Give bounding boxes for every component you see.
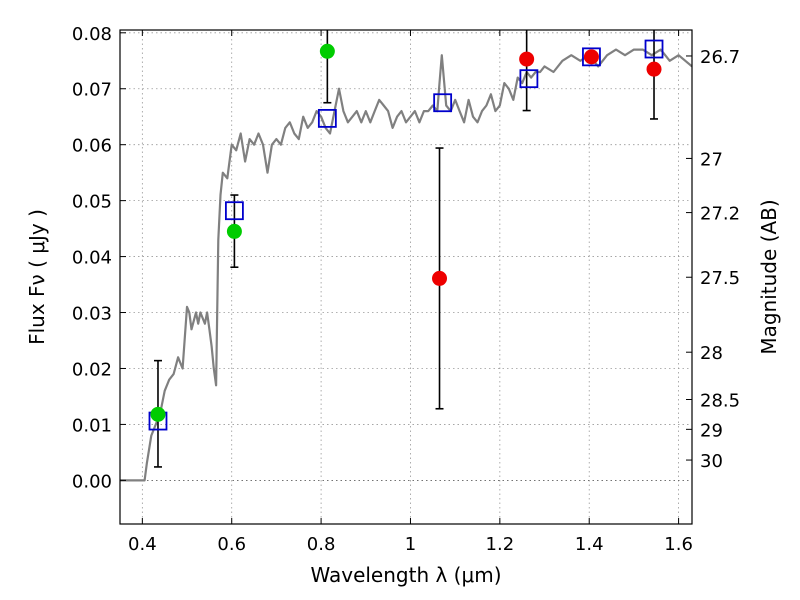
y-tick-label: 0.02 — [72, 359, 112, 380]
model-square-marker — [224, 201, 244, 221]
right-axis-label: Magnitude (AB) — [757, 199, 781, 354]
x-tick-label: 1.2 — [486, 534, 515, 555]
x-tick-label: 1 — [405, 534, 416, 555]
y-tick-label: 0.05 — [72, 192, 112, 213]
green-data-point — [226, 223, 242, 239]
y-tick-label: 0.01 — [72, 415, 112, 436]
y-tick-label: 0.07 — [72, 80, 112, 101]
red-data-point — [432, 270, 448, 286]
x-tick-label: 1.6 — [664, 534, 693, 555]
red-data-point — [583, 49, 599, 65]
y-tick-label: 0.03 — [72, 304, 112, 325]
x-tick-label: 0.8 — [307, 534, 336, 555]
y-tick-label: 0.04 — [72, 248, 112, 269]
magnitude-tick-label: 29 — [700, 420, 723, 441]
axis-ticks — [120, 30, 692, 524]
magnitude-tick-label: 27.2 — [700, 204, 740, 225]
x-tick-labels: 0.4 0.6 0.8 1 1.2 1.4 1.6 — [128, 534, 693, 555]
red-data-point — [519, 51, 535, 67]
y-tick-label: 0.08 — [72, 24, 112, 45]
red-data-point — [646, 61, 662, 77]
magnitude-tick-label: 28 — [700, 343, 723, 364]
y-axis-label: Flux Fν ( μJy ) — [25, 209, 49, 345]
model-square-marker — [519, 69, 539, 89]
magnitude-tick-label: 27.5 — [700, 268, 740, 289]
spectrum-line — [120, 48, 692, 482]
x-axis-label: Wavelength λ (μm) — [310, 563, 501, 587]
magnitude-tick-labels: 26.7 27 27.2 27.5 28 28.5 29 30 — [700, 47, 740, 472]
y-tick-labels: 0.00 0.01 0.02 0.03 0.04 0.05 0.06 0.07 0.08 — [72, 24, 112, 493]
y-tick-label: 0.00 — [72, 471, 112, 492]
x-tick-label: 0.4 — [128, 534, 157, 555]
green-data-point — [319, 43, 335, 59]
model-square-marker — [582, 47, 601, 67]
model-square-marker — [433, 93, 453, 113]
plot-area — [120, 30, 692, 482]
y-tick-label: 0.06 — [72, 136, 112, 157]
magnitude-tick-label: 26.7 — [700, 47, 740, 68]
x-tick-label: 1.4 — [575, 534, 604, 555]
model-square-marker — [317, 108, 337, 128]
green-data-point — [150, 406, 166, 422]
model-square-marker — [644, 39, 664, 59]
magnitude-tick-label: 27 — [700, 149, 723, 170]
magnitude-tick-label: 28.5 — [700, 390, 740, 411]
x-tick-label: 0.6 — [217, 534, 246, 555]
magnitude-tick-label: 30 — [700, 451, 723, 472]
